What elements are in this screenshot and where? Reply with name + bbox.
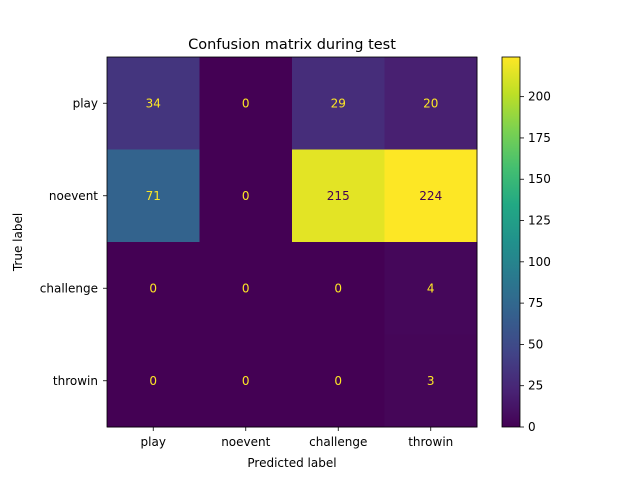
cell-value-label: 0 <box>334 374 342 388</box>
cell-value-label: 4 <box>427 281 435 295</box>
cell-value-label: 34 <box>146 96 161 110</box>
colorbar-tick-label: 25 <box>528 379 543 393</box>
colorbar-tick-label: 75 <box>528 296 543 310</box>
matrix-cell <box>384 57 478 150</box>
y-axis-label: True label <box>11 213 25 272</box>
y-tick-label: play <box>73 96 98 110</box>
x-axis-label: Predicted label <box>247 456 336 470</box>
matrix-cells <box>107 57 478 428</box>
cell-value-label: 29 <box>331 96 346 110</box>
cell-value-label: 20 <box>423 96 438 110</box>
x-tick-label: noevent <box>221 435 270 449</box>
colorbar-frame <box>501 56 521 428</box>
colorbar-tick-label: 50 <box>528 337 543 351</box>
y-tick-label: challenge <box>40 281 98 295</box>
cell-value-label: 0 <box>334 281 342 295</box>
matrix-cell <box>384 334 478 428</box>
cell-value-labels: 34 0 29 20 71 0 215 224 0 0 0 4 0 0 0 3 <box>146 96 443 388</box>
cell-value-label: 0 <box>149 281 157 295</box>
y-tick-label: throwin <box>53 374 98 388</box>
y-tick-label: noevent <box>49 189 98 203</box>
matrix-cell <box>107 242 200 335</box>
matrix-cell <box>292 149 385 243</box>
cell-value-label: 0 <box>242 374 250 388</box>
matrix-cell <box>199 334 293 428</box>
colorbar-tick-label: 175 <box>528 131 551 145</box>
chart-title: Confusion matrix during test <box>188 37 396 53</box>
matrix-cell <box>199 242 293 335</box>
colorbar-tick-label: 100 <box>528 255 551 269</box>
cell-value-label: 0 <box>242 281 250 295</box>
colorbar-tick-label: 0 <box>528 420 536 434</box>
cell-value-label: 0 <box>242 189 250 203</box>
matrix-cell <box>107 149 200 243</box>
cell-value-label: 224 <box>419 189 442 203</box>
x-tick-label: play <box>141 435 166 449</box>
colorbar-tick-label: 200 <box>528 90 551 104</box>
colorbar: 0 25 50 75 100 125 150 175 200 <box>501 56 551 434</box>
matrix-cell <box>384 242 478 335</box>
matrix-cell <box>292 334 385 428</box>
matrix-cell <box>292 57 385 150</box>
cell-value-label: 215 <box>327 189 350 203</box>
x-axis-ticks: play noevent challenge throwin <box>141 427 453 449</box>
matrix-frame <box>106 56 478 428</box>
matrix-cell <box>384 149 478 243</box>
matrix-cell <box>107 334 200 428</box>
cell-value-label: 71 <box>146 189 161 203</box>
cell-value-label: 0 <box>242 96 250 110</box>
matrix-cell <box>199 149 293 243</box>
cell-value-label: 0 <box>149 374 157 388</box>
colorbar-tick-label: 125 <box>528 214 551 228</box>
cell-value-label: 3 <box>427 374 435 388</box>
y-axis-ticks: play noevent challenge throwin <box>40 96 107 388</box>
x-tick-label: challenge <box>309 435 367 449</box>
x-tick-label: throwin <box>408 435 453 449</box>
matrix-cell <box>199 57 293 150</box>
matrix-cell <box>107 57 200 150</box>
colorbar-gradient <box>502 57 520 427</box>
matrix-cell <box>292 242 385 335</box>
colorbar-tick-label: 150 <box>528 172 551 186</box>
